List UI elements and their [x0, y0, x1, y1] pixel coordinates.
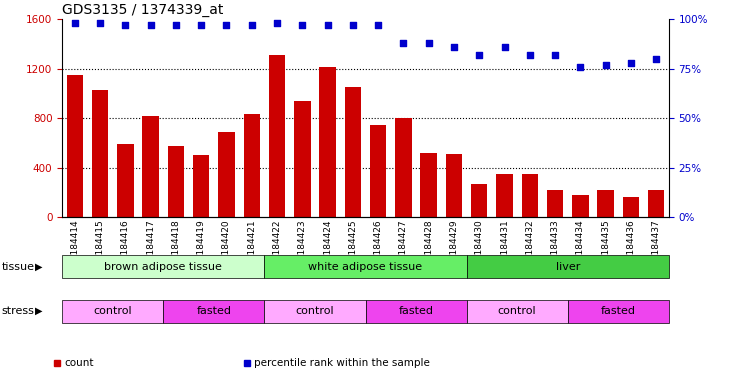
Bar: [496, 174, 512, 217]
Bar: [219, 132, 235, 217]
Bar: [471, 184, 488, 217]
Bar: [370, 126, 387, 217]
Point: [575, 64, 586, 70]
Bar: [117, 144, 134, 217]
Point: [347, 22, 359, 28]
Bar: [62, 255, 265, 278]
Bar: [193, 155, 209, 217]
Point: [651, 56, 662, 62]
Text: count: count: [64, 358, 94, 368]
Point: [474, 52, 485, 58]
Point: [322, 22, 333, 28]
Point: [145, 22, 156, 28]
Bar: [420, 153, 437, 217]
Text: liver: liver: [556, 262, 580, 272]
Bar: [163, 300, 265, 323]
Text: percentile rank within the sample: percentile rank within the sample: [254, 358, 431, 368]
Bar: [92, 89, 108, 217]
Bar: [319, 68, 336, 217]
Text: stress: stress: [1, 306, 34, 316]
Text: control: control: [94, 306, 132, 316]
Point: [549, 52, 561, 58]
Bar: [265, 255, 466, 278]
Bar: [265, 300, 366, 323]
Text: control: control: [498, 306, 537, 316]
Text: fasted: fasted: [398, 306, 433, 316]
Bar: [623, 197, 639, 217]
Bar: [466, 300, 568, 323]
Bar: [522, 174, 538, 217]
Point: [499, 44, 510, 50]
Point: [246, 22, 257, 28]
Bar: [366, 300, 466, 323]
Point: [271, 20, 283, 26]
Bar: [568, 300, 669, 323]
Point: [600, 61, 612, 68]
Bar: [648, 190, 664, 217]
Text: ▶: ▶: [35, 262, 42, 272]
Bar: [269, 55, 285, 217]
Bar: [62, 300, 163, 323]
Point: [372, 22, 384, 28]
Bar: [143, 116, 159, 217]
Point: [221, 22, 232, 28]
Point: [448, 44, 460, 50]
Bar: [547, 190, 564, 217]
Point: [119, 22, 131, 28]
Bar: [344, 87, 361, 217]
Text: white adipose tissue: white adipose tissue: [308, 262, 423, 272]
Text: ▶: ▶: [35, 306, 42, 316]
Point: [195, 22, 207, 28]
Text: brown adipose tissue: brown adipose tissue: [105, 262, 222, 272]
Bar: [67, 75, 83, 217]
Bar: [167, 146, 184, 217]
Text: tissue: tissue: [1, 262, 34, 272]
Point: [297, 22, 308, 28]
Point: [94, 20, 106, 26]
Bar: [572, 195, 588, 217]
Text: GDS3135 / 1374339_at: GDS3135 / 1374339_at: [62, 3, 224, 17]
Bar: [294, 101, 311, 217]
Bar: [243, 114, 260, 217]
Point: [69, 20, 80, 26]
Bar: [446, 154, 462, 217]
Bar: [597, 190, 614, 217]
Point: [524, 52, 536, 58]
Point: [423, 40, 434, 46]
Text: fasted: fasted: [601, 306, 636, 316]
Bar: [395, 118, 412, 217]
Bar: [466, 255, 669, 278]
Point: [398, 40, 409, 46]
Text: fasted: fasted: [197, 306, 231, 316]
Text: control: control: [295, 306, 334, 316]
Point: [170, 22, 182, 28]
Point: [625, 60, 637, 66]
